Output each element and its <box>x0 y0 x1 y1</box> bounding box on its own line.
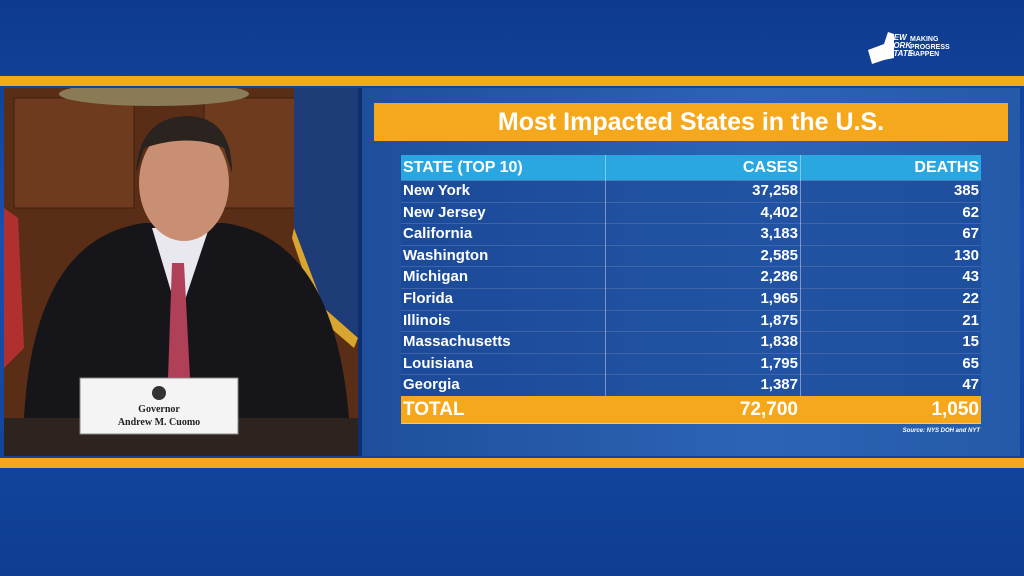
video-scene <box>4 88 358 456</box>
row-cell: California <box>403 225 473 243</box>
logo-state: NEW YORK STATE <box>888 34 913 58</box>
row-cell: 1,838 <box>760 333 798 351</box>
source-note: Source: NYS DOH and NYT <box>902 428 980 434</box>
slide-title: Most Impacted States in the U.S. <box>374 103 1008 141</box>
row-cell: 47 <box>962 376 979 394</box>
top-stripe <box>0 76 1024 86</box>
row-cell: 21 <box>962 311 979 329</box>
row-cell: 1,965 <box>760 290 798 307</box>
row-cell: Illinois <box>403 311 451 329</box>
row-cell: 4,402 <box>760 203 798 221</box>
logo-line: YORK <box>888 41 912 50</box>
logo-line: MAKING <box>910 36 939 43</box>
row-cell: 1,795 <box>760 354 798 372</box>
row-cell: 2,286 <box>760 268 798 286</box>
logo-line: STATE <box>888 49 914 58</box>
nameplate-name: Andrew M. Cuomo <box>117 417 201 428</box>
total-cell: 1,050 <box>931 399 979 420</box>
header-cell: CASES <box>742 159 798 176</box>
row-cell: 22 <box>962 290 979 307</box>
row-cell: New Jersey <box>403 203 486 221</box>
bottom-stripe <box>0 458 1024 468</box>
row-cell: 130 <box>953 246 979 264</box>
total-cell: TOTAL <box>403 399 465 420</box>
total-bg <box>401 396 981 424</box>
row-cell: 37,258 <box>752 182 798 199</box>
logo-slogan: MAKING PROGRESS HAPPEN <box>910 36 950 59</box>
video-panel: Governor Andrew M. Cuomo <box>4 88 358 456</box>
logo-line: PROGRESS <box>910 43 950 51</box>
row-cell: 3,183 <box>760 225 798 243</box>
row-cell: 385 <box>953 182 979 199</box>
divider <box>358 88 362 456</box>
row-cell: 62 <box>962 203 979 221</box>
column-rule <box>605 155 606 396</box>
row-cell: 2,585 <box>760 246 798 264</box>
row-cell: 15 <box>962 333 979 351</box>
total-cell: 72,700 <box>739 399 798 420</box>
logo-line: HAPPEN <box>910 51 940 58</box>
row-cell: Michigan <box>403 268 469 286</box>
nameplate-title: Governor <box>138 404 180 415</box>
state-shape <box>868 32 894 64</box>
row-cell: 65 <box>962 354 979 372</box>
row-cell: Georgia <box>403 376 460 394</box>
row-cell: Washington <box>403 246 489 264</box>
column-rule <box>800 155 801 396</box>
row-cell: 67 <box>962 225 979 243</box>
table: STATE (TOP 10) CASES DEATHS New York 37,258 3… <box>401 155 981 425</box>
logo: NEW YORK STATE MAKING PROGRESS HAPPEN <box>866 30 961 70</box>
row-cell: Florida <box>403 290 454 307</box>
slide-panel: Most Impacted States in the U.S. STATE (… <box>362 88 1020 456</box>
logo-line: NEW <box>888 33 907 42</box>
header-cell: DEATHS <box>914 159 979 176</box>
row-cell: Massachusetts <box>403 333 511 351</box>
row-cell: New York <box>403 182 470 199</box>
row-cell: Louisiana <box>403 354 474 372</box>
row-cell: 1,387 <box>760 376 798 394</box>
header-cell: STATE (TOP 10) <box>403 159 523 176</box>
row-cell: 43 <box>962 268 979 286</box>
row-cell: 1,875 <box>760 311 798 329</box>
